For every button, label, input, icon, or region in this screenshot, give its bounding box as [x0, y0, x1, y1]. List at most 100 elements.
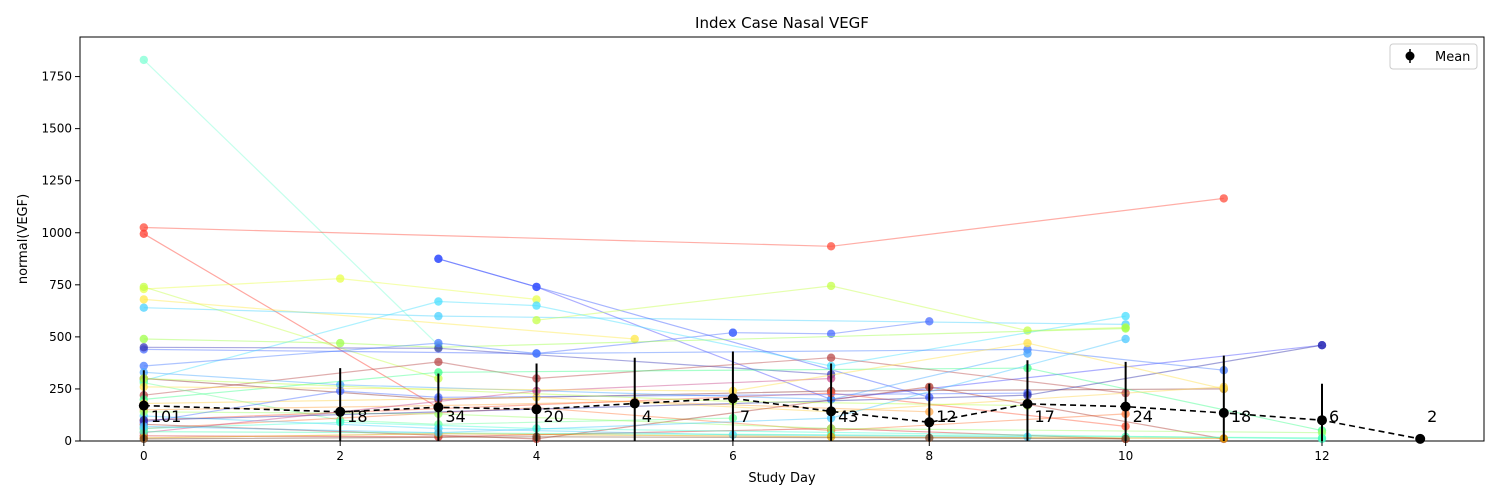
count-label: 34: [445, 407, 465, 426]
subject-point: [139, 334, 148, 344]
subject-point: [532, 282, 541, 292]
subject-point: [139, 229, 148, 238]
chart-title: Index Case Nasal VEGF: [695, 14, 869, 32]
mean-point: [433, 402, 444, 413]
mean-point: [1317, 415, 1327, 426]
subject-line: [143, 352, 1028, 401]
mean-point: [727, 393, 738, 404]
subject-point: [1023, 326, 1032, 335]
mean-point: [826, 406, 837, 417]
subject-series: [139, 295, 639, 344]
count-label: 24: [1133, 407, 1153, 426]
subject-point: [434, 357, 443, 367]
mean-point: [629, 398, 640, 409]
subject-point: [826, 242, 836, 251]
subject-point: [1219, 194, 1229, 203]
subject-point: [826, 329, 836, 338]
legend-box: [1389, 43, 1478, 70]
subject-point: [1023, 338, 1032, 348]
subject-point: [532, 316, 541, 325]
mean-point: [335, 406, 346, 417]
subject-series: [139, 55, 443, 350]
count-label: 4: [642, 407, 652, 426]
subject-point: [532, 295, 541, 304]
subject-point: [139, 282, 148, 292]
subject-point: [139, 223, 148, 232]
subject-series: [728, 317, 934, 338]
subject-point: [728, 328, 738, 337]
subject-line: [143, 298, 635, 340]
x-tick-label: 12: [1314, 449, 1329, 463]
subject-line: [143, 197, 1224, 247]
count-label: 20: [544, 407, 564, 426]
count-label: 6: [1329, 407, 1339, 426]
subject-series: [139, 194, 1229, 251]
subject-point: [1121, 334, 1130, 344]
x-tick-label: 6: [729, 449, 737, 463]
x-axis-label: Study Day: [748, 471, 816, 486]
subject-series: [139, 349, 1032, 404]
count-label: 7: [740, 407, 750, 426]
y-tick-label: 1750: [41, 70, 72, 84]
subject-point: [826, 353, 836, 362]
subject-series: [139, 338, 1229, 375]
subject-point: [532, 349, 541, 358]
subject-line: [438, 258, 1323, 401]
subject-line: [438, 258, 930, 398]
subject-point: [925, 317, 934, 326]
plot-frame: [79, 36, 1485, 442]
y-tick-label: 1000: [41, 226, 72, 240]
subject-point: [1317, 341, 1327, 350]
y-axis-label: normal(VEGF): [16, 194, 31, 284]
subject-line: [536, 285, 1126, 332]
subject-point: [139, 295, 148, 304]
count-labels-layer: 101 18 34 20 4 7 43 12 17 24 18 6 2: [151, 407, 1438, 426]
mean-point: [1120, 401, 1131, 412]
mean-point: [1415, 433, 1426, 444]
subject-line: [143, 382, 733, 425]
subject-point: [1121, 311, 1130, 321]
subject-point: [1023, 349, 1032, 358]
mean-point: [1022, 398, 1033, 409]
subject-line: [143, 342, 1224, 392]
y-tick-label: 0: [64, 434, 72, 448]
x-tick-label: 10: [1118, 449, 1133, 463]
subject-point: [139, 343, 148, 352]
x-tick-label: 0: [140, 449, 148, 463]
subject-line: [143, 286, 439, 380]
subject-series: [139, 274, 541, 304]
subject-point: [434, 338, 443, 348]
count-label: 18: [1231, 407, 1251, 426]
subject-point: [139, 303, 148, 312]
y-tick-label: 750: [49, 278, 72, 292]
subject-point: [336, 274, 345, 283]
mean-series-layer: [138, 351, 1426, 444]
subject-point: [434, 254, 443, 263]
legend: Mean: [1389, 43, 1478, 70]
subject-point: [434, 297, 443, 306]
subject-point: [532, 301, 541, 310]
subject-line: [143, 327, 1126, 348]
count-label: 2: [1427, 407, 1437, 426]
subject-series: [139, 282, 443, 383]
y-tick-label: 1250: [41, 174, 72, 188]
y-tick-label: 500: [49, 330, 72, 344]
subject-line: [143, 59, 439, 346]
subject-line: [143, 307, 1126, 325]
x-tick-label: 2: [336, 449, 344, 463]
count-label: 43: [838, 407, 858, 426]
subject-point: [826, 281, 836, 291]
subject-point: [139, 55, 148, 65]
x-axis-ticks: 0 2 4 6 8 10 12: [140, 441, 1330, 463]
mean-point: [924, 417, 935, 428]
subject-point: [434, 368, 443, 377]
x-tick-label: 4: [533, 449, 541, 463]
count-label: 18: [347, 407, 367, 426]
count-label: 101: [151, 407, 182, 426]
x-tick-label: 8: [925, 449, 933, 463]
y-tick-label: 250: [49, 382, 72, 396]
subject-point: [336, 338, 345, 348]
count-label: 17: [1034, 407, 1054, 426]
subject-point: [139, 361, 148, 371]
mean-point: [531, 404, 542, 415]
